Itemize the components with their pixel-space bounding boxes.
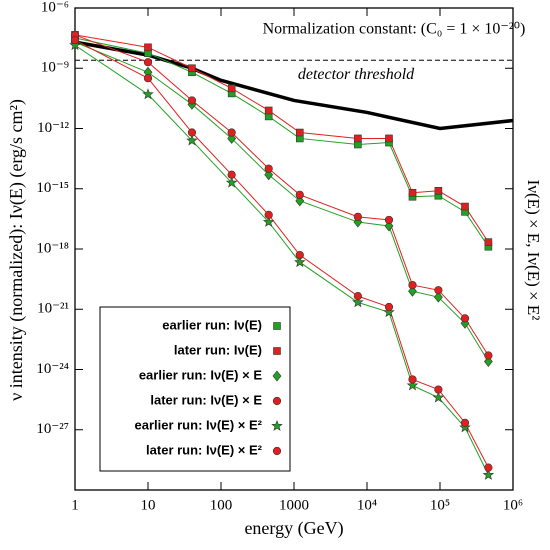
data-point	[484, 351, 493, 360]
data-point	[461, 202, 469, 211]
data-point	[408, 375, 417, 384]
x-tick-label: 10⁵	[430, 497, 450, 513]
data-point	[484, 238, 493, 246]
data-point	[227, 170, 236, 179]
data-point	[406, 379, 419, 391]
data-point	[186, 134, 198, 146]
data-point	[434, 385, 443, 394]
legend-marker	[271, 419, 283, 431]
legend-box	[99, 306, 291, 472]
legend-label: later run: Iν(E)	[174, 342, 262, 357]
x-axis-label: energy (GeV)	[244, 518, 343, 539]
legend-label: earlier run: Iν(E)	[162, 317, 262, 332]
y-tick-label: 10⁻¹⁵	[36, 180, 69, 196]
legend-label: later run: Iν(E) × E	[150, 392, 262, 407]
data-point	[144, 43, 152, 52]
data-point	[353, 292, 362, 301]
data-point	[408, 280, 417, 290]
y-tick-label: 10⁻⁹	[41, 60, 69, 76]
legend-marker	[273, 347, 281, 355]
data-point	[187, 128, 197, 137]
data-point	[295, 190, 304, 199]
data-point	[482, 468, 495, 480]
data-point	[69, 39, 81, 51]
data-point	[227, 84, 236, 93]
series-line	[74, 41, 489, 362]
x-tick-label: 100	[210, 497, 233, 513]
legend-label: later run: Iν(E) × E²	[146, 442, 263, 457]
data-point	[262, 215, 275, 227]
data-point	[70, 36, 80, 45]
y-axis-label: ν intensity (normalized): Iν(E) (erg/s c…	[6, 99, 27, 401]
threshold-curve	[74, 40, 514, 131]
data-point	[295, 250, 304, 260]
data-point	[354, 134, 362, 143]
data-point	[143, 58, 153, 67]
data-point	[352, 296, 364, 308]
x-tick-label: 10⁶	[503, 497, 523, 513]
data-point	[384, 215, 394, 225]
data-point	[294, 256, 306, 268]
y-tick-label: 10⁻¹⁸	[36, 240, 69, 256]
data-point	[384, 302, 394, 312]
data-point	[433, 291, 443, 303]
series-line	[74, 37, 489, 247]
data-point	[460, 418, 470, 427]
y-tick-label: 10⁻¹²	[37, 120, 69, 136]
data-point	[432, 391, 445, 403]
legend-marker	[272, 396, 282, 406]
series-line	[74, 34, 489, 356]
x-tick-label: 10	[141, 497, 156, 513]
threshold-label: detector threshold	[298, 66, 415, 83]
data-point	[188, 64, 196, 73]
legend-label: earlier run: Iν(E) × E	[139, 367, 263, 382]
series-line	[74, 34, 489, 243]
data-point	[434, 286, 443, 295]
data-point	[484, 463, 493, 472]
x-tick-label: 10⁴	[357, 497, 377, 513]
y-tick-label: 10⁻²⁷	[36, 421, 69, 437]
data-point	[264, 164, 273, 173]
data-point	[225, 176, 238, 188]
data-point	[142, 88, 154, 100]
x-tick-label: 1000	[279, 497, 309, 513]
data-point	[187, 96, 197, 105]
annotation: Normalization constant: (C₀ = 1 × 10⁻²⁰)	[263, 21, 526, 38]
y2-axis-label: Iν(E) × E, Iν(E) × E²	[524, 180, 543, 321]
data-point	[264, 106, 273, 115]
legend-marker	[272, 446, 282, 456]
data-point	[227, 128, 236, 137]
data-point	[434, 187, 443, 195]
y-tick-label: 10⁻²¹	[37, 301, 69, 317]
data-point	[143, 74, 153, 83]
data-point	[353, 212, 362, 221]
legend-marker	[273, 322, 281, 330]
y-tick-label: 10⁻²⁴	[36, 361, 69, 377]
data-point	[408, 188, 417, 197]
data-point	[460, 314, 470, 323]
legend-marker	[272, 370, 282, 382]
x-tick-label: 1	[71, 497, 79, 513]
data-point	[295, 128, 304, 137]
series-line	[74, 39, 489, 468]
series-line	[74, 44, 489, 476]
data-point	[264, 210, 273, 219]
data-point	[385, 134, 393, 143]
y-tick-label: 10⁻⁶	[41, 0, 69, 15]
data-point	[408, 285, 417, 297]
legend-label: earlier run: Iν(E) × E²	[134, 417, 262, 432]
data-point	[383, 306, 395, 318]
